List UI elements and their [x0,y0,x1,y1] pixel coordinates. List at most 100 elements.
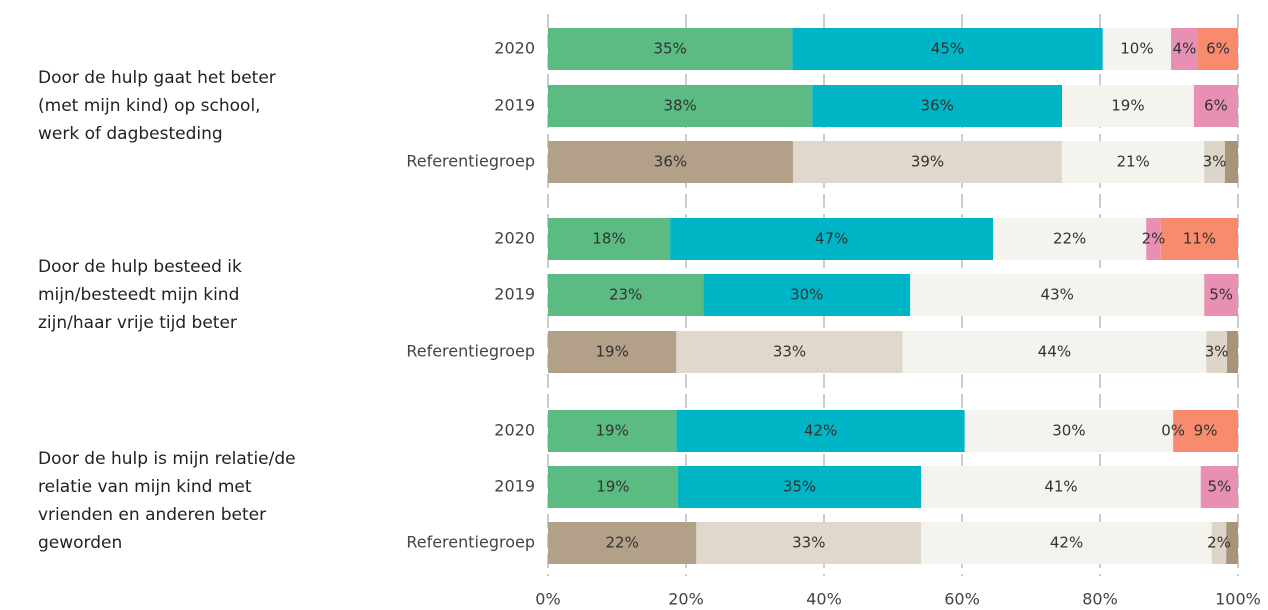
bar-segment [812,85,1063,127]
bar-segment [792,141,1063,183]
bar-segment [677,466,922,508]
bar-segment [921,466,1201,508]
value-label: 6% [1204,97,1228,115]
value-label: 21% [1116,153,1149,171]
group-label: zijn/haar vrije tijd beter [38,313,237,333]
value-label: 10% [1120,40,1153,58]
bar-segment [548,218,671,260]
bar-segment [1173,410,1238,452]
bar-segment [1193,85,1238,127]
category-label: 2019 [494,477,535,496]
bar-segment [548,331,677,373]
value-label: 11% [1183,230,1216,248]
bar-segment [548,522,697,564]
group-label: werk of dagbesteding [38,124,223,144]
value-label: 22% [606,534,639,552]
value-label: 9% [1194,422,1218,440]
category-label: 2019 [494,285,535,304]
value-label: 36% [920,97,953,115]
value-label: 30% [1052,422,1085,440]
bar-segment [1062,85,1194,127]
bar-segment [1204,274,1238,316]
bar-segment [1211,522,1227,564]
group-label: geworden [38,533,122,553]
value-label: 33% [773,343,806,361]
bar-segment [993,218,1147,260]
value-label: 36% [654,153,687,171]
value-label: 35% [783,478,816,496]
bar-segment [1200,466,1238,508]
x-tick-label: 100% [1215,590,1261,609]
value-label: 43% [1041,286,1074,304]
bar-segment [548,466,678,508]
group-label: (met mijn kind) op school, [38,96,261,116]
bar-segment [1224,141,1238,183]
bar-segment [1160,218,1238,260]
bar-segment [1226,522,1238,564]
bar-segment [921,522,1212,564]
value-label: 5% [1209,286,1233,304]
value-label: 35% [653,40,686,58]
category-label: Referentiegroep [406,152,535,171]
bar-segment [703,274,911,316]
group-label: Door de hulp is mijn relatie/de [38,449,296,469]
value-label: 45% [931,40,964,58]
value-label: 47% [815,230,848,248]
bar-segment [548,410,677,452]
category-label: Referentiegroep [406,533,535,552]
category-label: Referentiegroep [406,342,535,361]
group-label: vrienden en anderen beter [38,505,266,525]
category-label: 2019 [494,96,535,115]
value-label: 22% [1053,230,1086,248]
value-label: 39% [911,153,944,171]
bar-segment [1204,141,1225,183]
value-label: 5% [1207,478,1231,496]
value-label: 2% [1142,230,1166,248]
group-label: Door de hulp gaat het beter [38,68,276,88]
bar-segment [1102,28,1172,70]
bar-segment [676,331,903,373]
bar-segment [1197,28,1238,70]
value-label: 44% [1038,343,1071,361]
bar-segment [676,410,965,452]
bar-segment [670,218,994,260]
bar-segment [792,28,1103,70]
value-label: 42% [1050,534,1083,552]
value-label: 42% [804,422,837,440]
bar-segment [548,141,793,183]
bar-segment [1206,331,1227,373]
value-label: 2% [1207,534,1231,552]
bar-segment [548,28,793,70]
bar-segment [910,274,1205,316]
x-tick-label: 0% [535,590,560,609]
bar-segment [964,410,1174,452]
group-label: Door de hulp besteed ik [38,257,242,277]
value-label: 23% [609,286,642,304]
category-label: 2020 [494,421,535,440]
value-label: 4% [1173,40,1197,58]
value-label: 19% [595,422,628,440]
value-label: 6% [1206,40,1230,58]
bar-segment [1171,28,1198,70]
value-label: 0% [1161,422,1185,440]
value-label: 38% [663,97,696,115]
x-tick-label: 40% [806,590,842,609]
bar-segment [548,85,813,127]
value-label: 33% [792,534,825,552]
category-label: 2020 [494,229,535,248]
group-label: relatie van mijn kind met [38,477,252,497]
group-label: mijn/besteedt mijn kind [38,285,239,305]
value-label: 19% [1111,97,1144,115]
x-tick-label: 20% [668,590,704,609]
bar-segment [548,274,704,316]
x-tick-label: 60% [944,590,980,609]
value-label: 30% [790,286,823,304]
value-label: 18% [592,230,625,248]
value-label: 19% [595,343,628,361]
bar-segment [1062,141,1205,183]
bar-segment [696,522,922,564]
x-tick-label: 80% [1082,590,1118,609]
value-label: 19% [596,478,629,496]
value-label: 3% [1203,153,1227,171]
